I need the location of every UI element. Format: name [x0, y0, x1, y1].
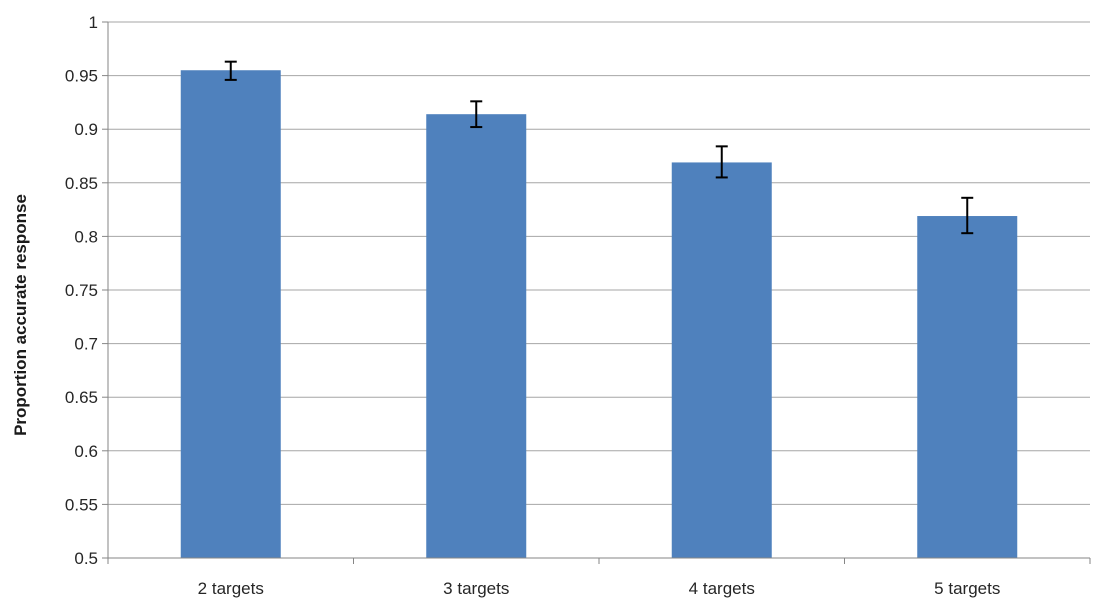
y-tick-label: 0.85 — [65, 174, 98, 193]
bar-2 — [426, 114, 527, 558]
y-tick-label: 0.65 — [65, 388, 98, 407]
error-bar-1 — [224, 60, 237, 81]
y-tick-label: 0.75 — [65, 281, 98, 300]
error-bar-4 — [961, 196, 974, 235]
bar-4 — [917, 216, 1018, 559]
tick-labels: 0.5 0.55 0.6 0.65 0.7 0.75 0.8 0.85 0.9 0.95 1 2 ta… — [65, 13, 1000, 598]
y-tick-label: 0.9 — [74, 120, 98, 139]
x-tick-label: 5 targets — [934, 579, 1000, 598]
y-axis-title: Proportion accurate response — [11, 194, 30, 436]
y-tick-label: 0.5 — [74, 549, 98, 568]
y-tick-label: 0.95 — [65, 67, 98, 86]
y-tick-label: 0.6 — [74, 442, 98, 461]
error-bar-2 — [470, 100, 483, 129]
y-tick-label: 1 — [89, 13, 98, 32]
error-bars — [224, 60, 974, 235]
x-tick-label: 3 targets — [443, 579, 509, 598]
y-tick-label: 0.7 — [74, 335, 98, 354]
axes — [102, 21, 1091, 564]
bars — [180, 70, 1018, 559]
error-bar-3 — [715, 145, 728, 179]
y-tick-label: 0.8 — [74, 227, 98, 246]
bar-1 — [180, 70, 281, 559]
y-tick-label: 0.55 — [65, 495, 98, 514]
x-tick-label: 4 targets — [689, 579, 755, 598]
x-tick-label: 2 targets — [198, 579, 264, 598]
bar-3 — [671, 162, 772, 558]
